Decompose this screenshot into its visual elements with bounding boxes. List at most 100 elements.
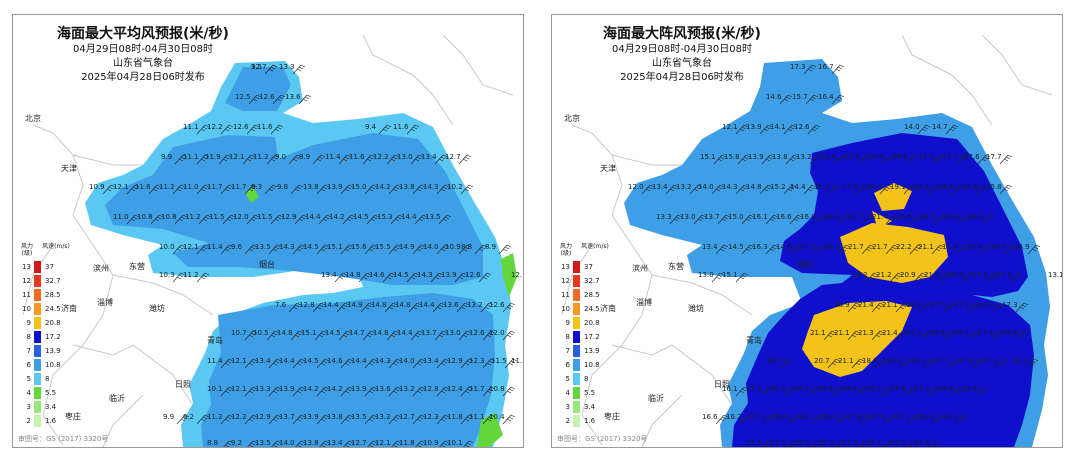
wind-speed-value: 9.2 xyxy=(231,439,243,447)
wind-speed-value: 14.4 xyxy=(397,329,413,337)
legend-level: 11 xyxy=(561,291,570,299)
wind-speed-value: 15.7 xyxy=(792,93,808,101)
wind-barb xyxy=(783,124,797,135)
legend-speed: 5.5 xyxy=(45,389,57,397)
map-title: 海面最大平均风预报(米/秒) xyxy=(57,26,229,42)
city-label: 枣庄 xyxy=(65,412,81,421)
wind-speed-value: 18.0 xyxy=(774,413,790,421)
wind-barb xyxy=(995,358,1009,369)
legend-swatch xyxy=(573,289,580,301)
legend-level: 12 xyxy=(22,277,31,285)
wind-legend: 风力(级) 风速(m/s) 13 37 12 32.7 11 28.5 10 24.5 9 20.8 8… xyxy=(556,243,614,439)
wind-speed-value: 12.6 xyxy=(469,329,485,337)
wind-barb xyxy=(1015,330,1029,341)
wind-barb xyxy=(906,440,917,447)
wind-barb xyxy=(362,330,376,341)
wind-speed-value: 21.3 xyxy=(858,329,874,337)
wind-barb xyxy=(833,154,847,165)
legend-level: 6 xyxy=(26,361,31,369)
wind-speed-value: 13.0 xyxy=(698,271,714,279)
wind-barb xyxy=(971,358,985,369)
issuer: 山东省气象台 xyxy=(113,58,173,69)
wind-speed-value: 10.1 xyxy=(447,439,463,447)
legend-level: 9 xyxy=(26,319,31,327)
wind-barb xyxy=(312,302,326,313)
wind-speed-value: 18.9 xyxy=(834,301,850,309)
legend-speed: 3.4 xyxy=(584,403,596,411)
wind-speed-value: 14.5 xyxy=(353,213,369,221)
wind-speed-value: 18.3 xyxy=(824,243,840,251)
wind-barb xyxy=(810,440,821,447)
wind-barbs xyxy=(102,64,518,447)
legend-level: 8 xyxy=(26,333,31,341)
wind-speed-value: 11.3 xyxy=(511,357,523,365)
sea-gust-map xyxy=(552,15,1062,447)
wind-barb xyxy=(270,124,284,135)
wind-barb xyxy=(456,302,470,313)
wind-speed-value: 16.4 xyxy=(868,153,884,161)
wind-speed-value: 14.2 xyxy=(327,385,343,393)
wind-speed-value: 18.8 xyxy=(962,183,978,191)
legend-swatch xyxy=(34,303,41,315)
wind-speed-value: 12.4 xyxy=(447,385,463,393)
legend-level: 3 xyxy=(26,403,31,411)
wind-barb xyxy=(759,124,773,135)
wind-barb xyxy=(975,386,989,397)
wind-speed-value: 14.9 xyxy=(1014,243,1030,251)
wind-barb xyxy=(292,244,306,255)
legend-swatch xyxy=(573,345,580,357)
wind-speed-value: 16.8 xyxy=(938,385,954,393)
wind-speed-value: 12.7 xyxy=(399,413,415,421)
wind-speed-value: 17.1 xyxy=(894,413,910,421)
wind-speed-value: 15.8 xyxy=(986,183,1002,191)
wind-speed-value: 18.4 xyxy=(842,385,858,393)
wind-barb xyxy=(779,358,793,369)
wind-speed-value: 18.1 xyxy=(954,329,970,337)
wind-barb xyxy=(955,414,969,425)
wind-speed-value: 16.6 xyxy=(800,213,816,221)
wind-speed-value: 14.3 xyxy=(722,183,738,191)
wind-speed-value: 14.0 xyxy=(399,357,415,365)
legend-level: 13 xyxy=(22,263,31,271)
wind-speed-value: 12.3 xyxy=(469,357,485,365)
wind-speed-value: 17.7 xyxy=(934,357,950,365)
wind-speed-value: 12.9 xyxy=(447,357,463,365)
wind-barb xyxy=(827,184,841,195)
wind-barb xyxy=(837,214,851,225)
wind-speed-value: 12.2 xyxy=(373,153,389,161)
wind-barb xyxy=(414,214,428,225)
wind-barb xyxy=(436,184,450,195)
wind-speed-value: 20.7 xyxy=(814,357,830,365)
wind-speed-value: 9.6 xyxy=(231,243,243,251)
wind-barb xyxy=(859,414,873,425)
wind-speed-value: 11.6 xyxy=(349,153,365,161)
wind-barb xyxy=(735,184,749,195)
wind-speed-value: 16.6 xyxy=(776,213,792,221)
wind-barb xyxy=(885,214,899,225)
city-label: 东营 xyxy=(129,262,145,271)
wind-speed-value: 9.5 xyxy=(251,63,263,71)
wind-barb xyxy=(415,440,426,447)
wind-speed-value: 17.3 xyxy=(914,385,930,393)
legend-level: 2 xyxy=(565,417,570,425)
wind-barb xyxy=(882,440,893,447)
wind-speed-value: 18.6 xyxy=(938,183,954,191)
wind-speed-value: 16.8 xyxy=(1002,329,1018,337)
wind-barb xyxy=(789,244,803,255)
legend-swatch xyxy=(34,373,41,385)
wind-speed-value: 13.3 xyxy=(279,63,295,71)
legend-speed: 10.8 xyxy=(45,361,61,369)
wind-speed-value: 12.5 xyxy=(235,93,251,101)
wind-barb xyxy=(735,386,749,397)
wind-speed-value: 21.1 xyxy=(918,243,934,251)
wind-speed-value: 13.4 xyxy=(702,243,718,251)
wind-barb xyxy=(244,358,258,369)
wind-barb xyxy=(316,244,330,255)
wind-speed-value: 13.8 xyxy=(399,183,415,191)
wind-speed-value: 17.3 xyxy=(750,413,766,421)
wind-speed-value: 17.3 xyxy=(770,439,786,447)
map-approval-number: 审图号：GS (2017) 3320号 xyxy=(557,435,648,443)
wind-barb xyxy=(288,302,302,313)
wind-speed-value: 10.4 xyxy=(489,413,505,421)
wind-barb xyxy=(196,244,210,255)
